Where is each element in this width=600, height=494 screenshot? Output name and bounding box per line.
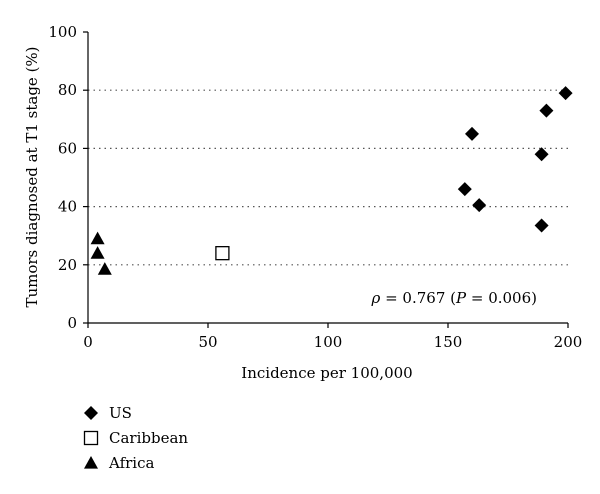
legend-label-us: US [109,404,132,422]
africa-data-point [90,246,105,259]
y-tick-label: 60 [58,139,77,157]
africa-data-point [90,231,105,245]
correlation-annotation: ρ = 0.767 (P = 0.006) [371,289,538,307]
y-tick-label: 40 [58,198,77,216]
y-tick-label: 100 [48,23,77,41]
x-tick-label: 50 [198,333,217,351]
rho-symbol: ρ [371,289,381,307]
us-data-point [558,86,573,101]
p-value: = 0.006) [466,289,537,307]
legend: US Caribbean Africa [83,404,188,472]
x-tick-label: 0 [83,333,93,351]
legend-marker-caribbean [83,430,99,446]
tick-labels: 0 20 40 60 80 100 0 50 100 150 200 [48,23,582,351]
axes [83,31,569,328]
caribbean-data-point [215,246,230,261]
us-data-point [465,126,479,141]
y-axis-title: Tumors diagnosed at T1 stage (%) [23,46,41,307]
x-tick-label: 200 [554,333,583,351]
y-tick-label: 80 [58,81,77,99]
x-tick-label: 150 [434,333,463,351]
gridlines [88,89,568,266]
x-tick-label: 100 [314,333,343,351]
legend-marker-us [84,406,98,420]
us-data-point [534,147,549,162]
rho-value: = 0.767 ( [380,289,456,307]
africa-data-point [97,262,112,275]
us-data-point [539,103,554,118]
legend-label-caribbean: Caribbean [109,429,188,447]
y-tick-label: 20 [58,256,77,274]
legend-label-africa: Africa [108,454,154,472]
us-data-point [534,218,549,233]
p-symbol: P [455,289,467,307]
us-data-point [457,182,472,197]
x-axis-title: Incidence per 100,000 [241,364,412,382]
us-data-point [472,198,487,213]
y-tick-label: 0 [67,314,77,332]
data-points [90,86,573,275]
legend-marker-africa [84,456,98,469]
